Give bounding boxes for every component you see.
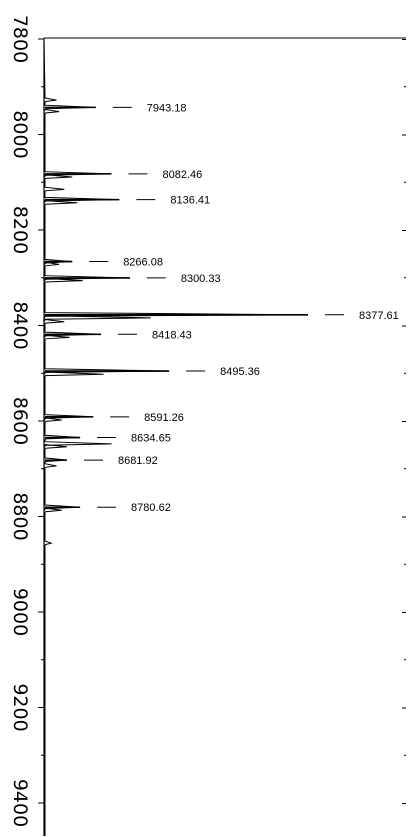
tick-label: 9200: [9, 683, 31, 731]
peak-label: 8591.26: [144, 412, 184, 424]
tick-label: 8200: [9, 206, 31, 254]
peak-label: 8495.36: [220, 366, 260, 378]
peak-label: 8780.62: [131, 502, 171, 514]
tick-label: 8600: [9, 397, 31, 445]
peak-label: 8418.43: [152, 329, 192, 341]
peak-label: 8681.92: [118, 455, 158, 467]
label-layer: 7943.18 8082.46 8136.41 8266.08 8300.33 8377.…: [83, 102, 399, 514]
tick-label: 7800: [9, 15, 31, 63]
peak-label: 8136.41: [170, 195, 210, 207]
peak-label: 8266.08: [123, 257, 163, 269]
tick-label: 8000: [9, 110, 31, 158]
spectrum-trace: [43, 37, 309, 836]
tick-label: 9000: [9, 588, 31, 636]
peak-label: 8082.46: [163, 169, 203, 181]
tick-label: 8800: [9, 492, 31, 540]
tick-label: 8400: [9, 301, 31, 349]
trace-layer: [43, 37, 309, 836]
peak-label: 7943.18: [147, 102, 187, 114]
peak-label: 8300.33: [181, 273, 221, 285]
peak-label: 8634.65: [131, 433, 171, 445]
peak-label: 8377.61: [359, 310, 399, 322]
tick-label: 9400: [9, 779, 31, 827]
axis-layer: 7800 8000 8200 8400 8600 8800 9000 9200 9400: [9, 15, 406, 836]
